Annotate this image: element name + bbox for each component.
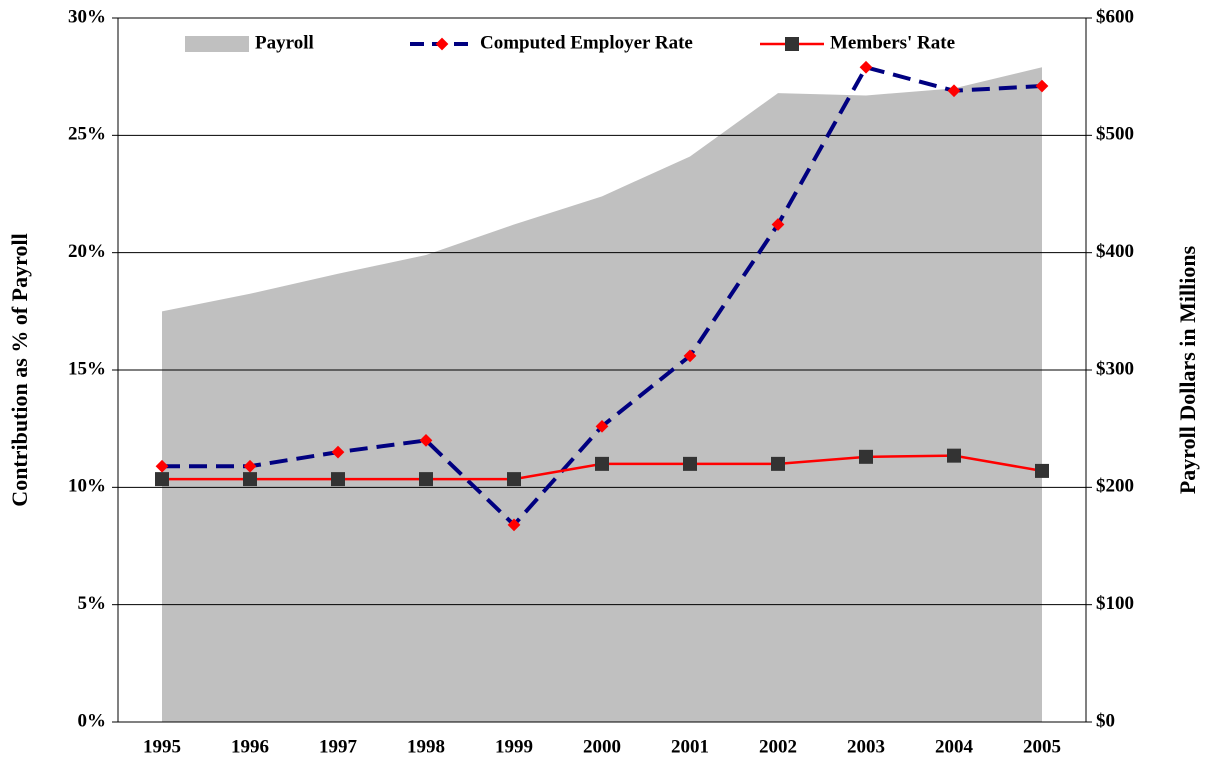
x-tick-label: 1999 bbox=[495, 736, 533, 757]
marker bbox=[507, 472, 521, 487]
marker bbox=[771, 456, 785, 471]
y-axis-label: Contribution as % of Payroll bbox=[7, 233, 32, 506]
y2-tick-label: $100 bbox=[1096, 593, 1134, 614]
y2-axis-label: Payroll Dollars in Millions bbox=[1175, 245, 1200, 494]
x-tick-label: 2003 bbox=[847, 736, 885, 757]
marker bbox=[243, 472, 257, 487]
marker bbox=[155, 472, 169, 487]
x-tick-label: 2004 bbox=[935, 736, 974, 757]
marker bbox=[595, 456, 609, 471]
marker bbox=[155, 459, 169, 473]
x-tick-label: 2001 bbox=[671, 736, 709, 757]
y-tick-label: 15% bbox=[68, 358, 106, 379]
y-tick-label: 10% bbox=[68, 476, 106, 497]
marker bbox=[1035, 463, 1049, 478]
y2-tick-label: $600 bbox=[1096, 6, 1134, 27]
y2-tick-label: $0 bbox=[1096, 710, 1115, 731]
x-tick-label: 1998 bbox=[407, 736, 445, 757]
x-tick-label: 1997 bbox=[319, 736, 358, 757]
x-tick-label: 1996 bbox=[231, 736, 269, 757]
marker bbox=[859, 449, 873, 464]
y2-tick-label: $300 bbox=[1096, 358, 1134, 379]
y2-tick-label: $500 bbox=[1096, 124, 1134, 145]
legend-label: Computed Employer Rate bbox=[480, 32, 693, 53]
x-tick-label: 2002 bbox=[759, 736, 797, 757]
y-tick-label: 0% bbox=[78, 710, 107, 731]
marker bbox=[243, 459, 257, 473]
legend-swatch bbox=[185, 36, 249, 52]
y2-tick-label: $200 bbox=[1096, 476, 1134, 497]
legend-marker bbox=[785, 37, 799, 51]
legend-label: Members' Rate bbox=[830, 32, 955, 53]
marker bbox=[419, 472, 433, 487]
y-tick-label: 30% bbox=[68, 6, 106, 27]
legend-marker bbox=[435, 37, 449, 51]
marker bbox=[331, 472, 345, 487]
marker bbox=[683, 456, 697, 471]
marker bbox=[419, 434, 433, 447]
x-tick-label: 2000 bbox=[583, 736, 621, 757]
y2-tick-label: $400 bbox=[1096, 241, 1134, 262]
legend-label: Payroll bbox=[255, 32, 314, 53]
y-tick-label: 25% bbox=[68, 124, 106, 145]
y-tick-label: 5% bbox=[78, 593, 107, 614]
x-tick-label: 2005 bbox=[1023, 736, 1061, 757]
marker bbox=[331, 445, 345, 459]
marker bbox=[859, 60, 873, 74]
x-tick-label: 1995 bbox=[143, 736, 181, 757]
payroll-area bbox=[162, 67, 1042, 722]
y-tick-label: 20% bbox=[68, 241, 106, 262]
marker bbox=[947, 448, 961, 463]
